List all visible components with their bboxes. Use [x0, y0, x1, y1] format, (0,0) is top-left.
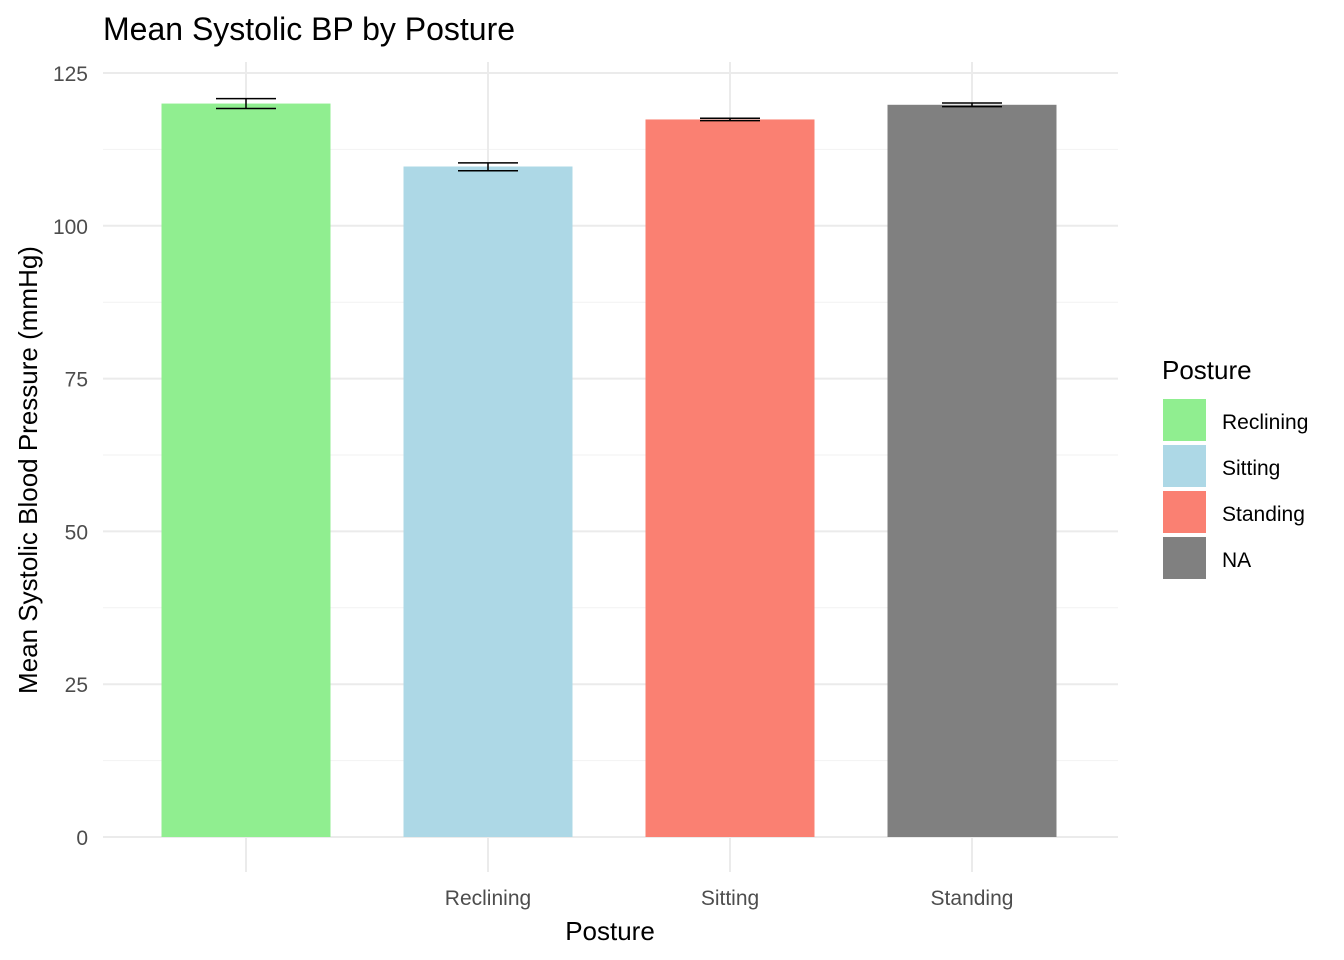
legend-swatch-standing — [1163, 491, 1206, 533]
axes: 0 25 50 75 100 125 Reclining Sitting Standing — [53, 63, 1014, 910]
y-tick-label: 50 — [65, 521, 88, 544]
x-tick-label: Standing — [931, 887, 1014, 910]
chart-title: Mean Systolic BP by Posture — [103, 11, 515, 47]
legend-label: Reclining — [1222, 411, 1308, 434]
y-tick-label: 100 — [53, 216, 88, 239]
x-axis-title: Posture — [565, 916, 655, 946]
legend-label: Standing — [1222, 503, 1305, 526]
y-tick-label: 75 — [65, 369, 88, 392]
legend-label: NA — [1222, 549, 1251, 572]
y-tick-label: 25 — [65, 674, 88, 697]
legend-label: Sitting — [1222, 457, 1280, 480]
bar-standing — [645, 119, 815, 838]
error-bars — [216, 97, 1002, 172]
bar-na — [887, 104, 1057, 837]
legend-swatch-sitting — [1163, 445, 1206, 487]
y-axis-title: Mean Systolic Blood Pressure (mmHg) — [13, 246, 43, 694]
legend: Posture Reclining Sitting Standing NA — [1162, 355, 1308, 579]
y-tick-label: 0 — [76, 827, 88, 850]
legend-swatch-reclining — [1163, 399, 1206, 441]
bars — [161, 103, 1057, 838]
legend-swatch-na — [1163, 537, 1206, 579]
x-tick-label: Sitting — [701, 887, 759, 910]
legend-title: Posture — [1162, 355, 1252, 385]
y-tick-label: 125 — [53, 63, 88, 86]
x-tick-label: Reclining — [445, 887, 531, 910]
bar-reclining — [161, 103, 331, 837]
bar-sitting — [403, 166, 573, 837]
